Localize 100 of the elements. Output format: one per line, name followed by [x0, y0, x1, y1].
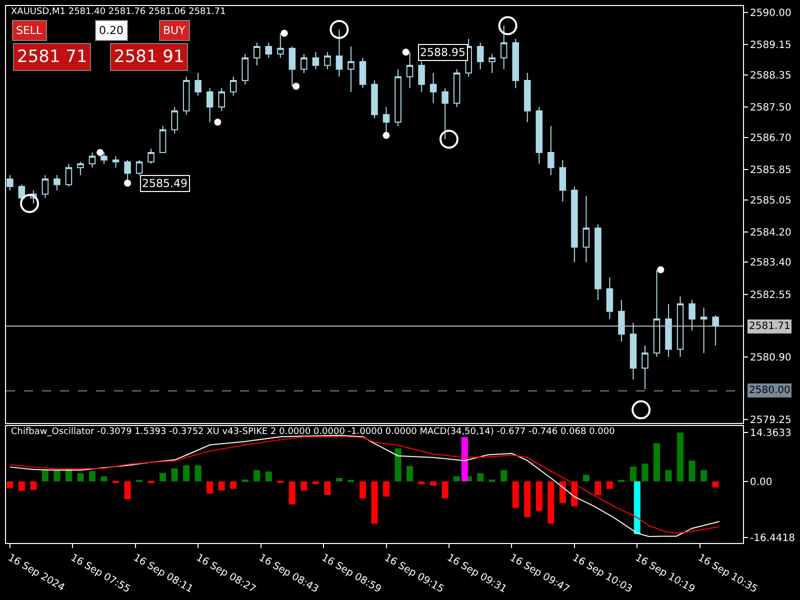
bar: [124, 481, 131, 500]
candlestick: [430, 72, 437, 104]
annotation: 0.20: [99, 24, 124, 37]
point: [214, 118, 222, 126]
candlestick: [88, 152, 96, 168]
candlestick: [488, 54, 496, 74]
point: [498, 16, 518, 36]
point: [439, 130, 458, 149]
bar: [665, 470, 672, 482]
candlestick: [559, 160, 566, 202]
bar: [336, 478, 342, 482]
bar: [194, 465, 202, 482]
candlestick: [476, 42, 484, 70]
y-tick-label: 2583.40: [750, 258, 792, 269]
bar: [442, 481, 448, 498]
candlestick: [54, 174, 60, 191]
candlestick: [653, 269, 660, 358]
candlestick: [230, 76, 237, 96]
y-tick-label: 2590.00: [750, 8, 792, 19]
bar: [88, 471, 96, 482]
ref-line-label: 2581.71: [749, 321, 790, 332]
bar: [454, 476, 460, 482]
annotation: 2581 71: [17, 47, 88, 67]
candlestick: [65, 163, 72, 188]
bar: [300, 481, 308, 491]
bar: [371, 481, 378, 524]
candlestick: [606, 276, 614, 320]
y-tick-label: 2587.50: [750, 102, 792, 114]
candlestick: [524, 72, 531, 123]
chart-title: Chifbaw_Oscillator -0.3079 1.5393 -0.3752 XU v43-SPIKE 2 0.0000 0.0000 -1.0000 0.0000 MACD(34,50,14) -0.677 -0.746 0.068 0.000: [11, 427, 616, 437]
bar: [160, 472, 166, 482]
candlestick: [277, 32, 284, 58]
candlestick: [642, 344, 648, 390]
bar: [265, 471, 272, 482]
point: [632, 400, 651, 420]
candlestick: [418, 61, 425, 92]
bar: [406, 466, 414, 482]
bar: [312, 481, 319, 484]
bar: [77, 473, 84, 482]
candlestick: [112, 156, 120, 168]
point: [330, 20, 349, 39]
candlestick: [324, 52, 331, 70]
y-tick-label: 2584.20: [750, 227, 792, 238]
bar: [171, 468, 178, 482]
bar: [100, 476, 108, 482]
candlestick: [442, 88, 448, 140]
y-tick-label: 2580.90: [750, 352, 792, 364]
chart-title: XAUUSD,M1 2581.40 2581.76 2581.06 2581.71: [11, 7, 226, 17]
bar: [54, 470, 60, 482]
bar: [359, 481, 366, 498]
candlestick: [594, 224, 602, 301]
bar: [606, 481, 613, 489]
point: [657, 266, 664, 274]
point: [382, 132, 390, 139]
bar: [630, 466, 636, 482]
bar: [461, 437, 468, 482]
point: [292, 82, 300, 90]
bar: [477, 473, 484, 482]
y-tick-label: 0.00: [750, 476, 772, 488]
candlestick: [171, 106, 178, 134]
bar: [653, 443, 660, 482]
y-tick-label: -16.4418: [750, 532, 795, 544]
candlestick: [42, 174, 49, 198]
bar: [18, 481, 25, 491]
candlestick: [676, 296, 684, 358]
bar: [524, 481, 531, 518]
annotation: 2581 91: [114, 47, 184, 67]
candlestick: [512, 38, 520, 89]
bar: [382, 481, 390, 497]
candlestick: [500, 25, 508, 70]
y-tick-label: 14.3633: [750, 428, 792, 439]
bar: [642, 464, 648, 482]
bar: [418, 481, 425, 484]
candlestick: [265, 42, 272, 58]
candlestick: [77, 161, 84, 176]
y-tick-label: 2589.15: [750, 40, 792, 52]
candlestick: [371, 80, 378, 119]
bar: [42, 470, 48, 482]
candlestick: [300, 54, 308, 74]
ref-line-label: 2580.00: [749, 385, 790, 396]
bar: [218, 481, 225, 491]
bar: [324, 481, 331, 495]
bar: [582, 474, 590, 482]
candlestick: [536, 106, 543, 164]
candlestick: [582, 195, 590, 263]
bar: [712, 481, 719, 488]
candlestick: [571, 186, 578, 263]
point: [96, 148, 104, 156]
candlestick: [688, 300, 696, 331]
bar: [634, 481, 640, 534]
bar: [148, 480, 154, 484]
y-tick-label: 2585.85: [750, 164, 792, 176]
bar: [548, 481, 554, 524]
candlestick: [6, 174, 14, 191]
candlestick: [159, 125, 166, 153]
y-tick-label: 2579.25: [750, 414, 792, 426]
bar: [254, 470, 260, 482]
candlestick: [312, 52, 320, 70]
bar: [688, 460, 696, 482]
bar: [183, 465, 190, 482]
